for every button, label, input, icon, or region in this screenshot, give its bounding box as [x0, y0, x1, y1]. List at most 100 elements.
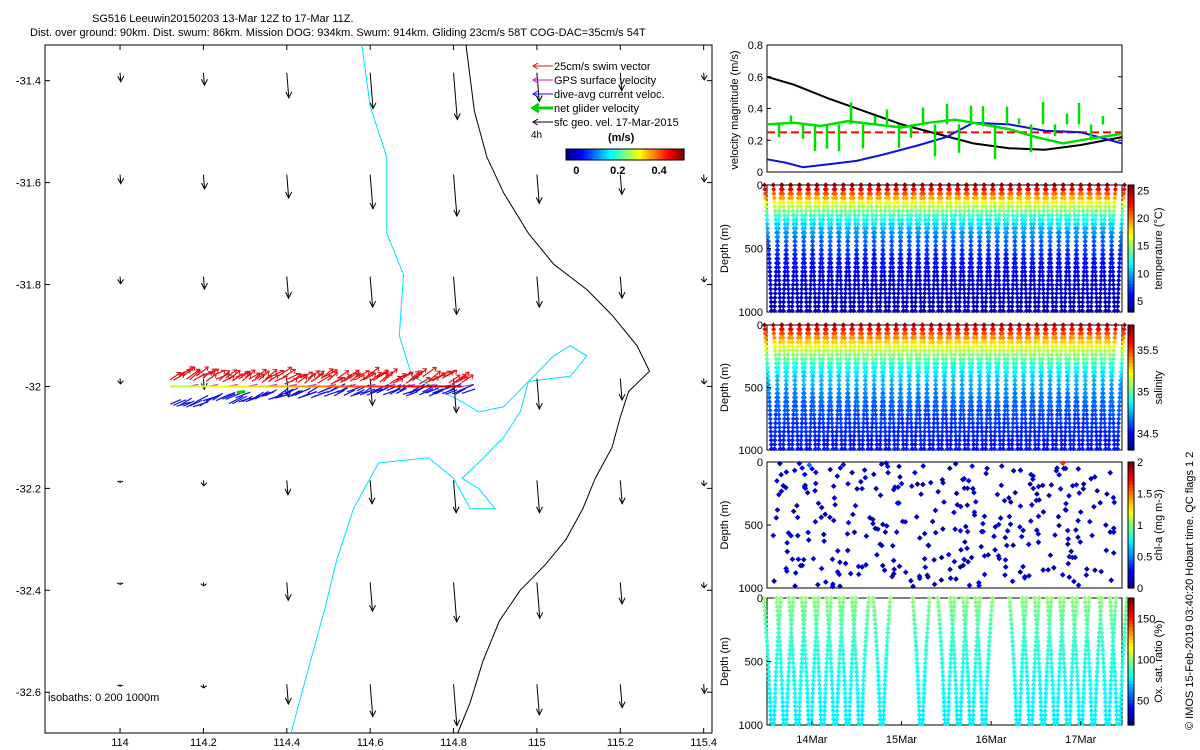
- dac-vector: [196, 394, 209, 403]
- temperature-point: [772, 303, 778, 309]
- dac-vector: [228, 395, 244, 405]
- dac-vector: [323, 390, 341, 397]
- colorbar-cell: [664, 149, 667, 160]
- temperature-point: [815, 195, 821, 201]
- temperature-point: [820, 277, 826, 283]
- velocity-axes-box: [766, 44, 1123, 173]
- temperature-point: [812, 286, 818, 292]
- velocity-ytick-label: 0: [757, 167, 763, 179]
- isobath-200m: [290, 44, 588, 734]
- dac-vector: [396, 387, 407, 394]
- temperature-point: [820, 212, 826, 218]
- temperature-point: [816, 295, 822, 301]
- temperature-point: [774, 238, 780, 244]
- temperature-point: [780, 195, 786, 201]
- colorbar-cell: [595, 149, 599, 160]
- temperature-point: [808, 273, 814, 279]
- legend-entry-gps: GPS surface velocity: [554, 75, 657, 87]
- map-ytick-label: -32.4: [16, 585, 41, 597]
- geo-vector-arrow: [201, 174, 209, 191]
- colorbar-cell: [607, 149, 610, 160]
- temperature-point: [812, 299, 818, 305]
- temperature-point: [819, 264, 826, 270]
- temperature-point: [772, 286, 778, 292]
- temperature-point: [818, 238, 824, 244]
- temperature-point: [786, 195, 792, 201]
- temperature-point: [771, 186, 777, 192]
- dac-vector: [225, 392, 241, 401]
- swim-vector: [251, 373, 265, 382]
- geo-vector-arrow: [369, 72, 377, 110]
- swim-vector: [340, 374, 353, 383]
- dac-vector: [284, 387, 298, 395]
- temperature-point: [788, 182, 794, 188]
- temperature-point: [777, 295, 783, 301]
- colorbar-cell: [648, 149, 652, 160]
- temperature-point: [776, 269, 782, 275]
- geo-vector-arrow: [200, 480, 208, 487]
- temperature-point: [837, 221, 843, 227]
- map-xtick-label: 114.2: [190, 737, 217, 749]
- temperature-point: [783, 234, 789, 240]
- temperature-ytick-label: 1000: [739, 307, 763, 319]
- dac-vector: [317, 387, 330, 394]
- colorbar-cell: [593, 149, 597, 160]
- velocity-ytick-label: 0.4: [748, 104, 763, 116]
- legend-gps-marker: [532, 76, 553, 84]
- temperature-point: [784, 256, 790, 262]
- temperature-point: [782, 217, 788, 223]
- temperature-point: [795, 303, 801, 309]
- swim-vector: [268, 374, 279, 383]
- colorbar-cell: [581, 149, 585, 160]
- temperature-point: [794, 286, 800, 292]
- temperature-point: [821, 299, 827, 305]
- colorbar-cell: [575, 149, 579, 160]
- colorbar-cell: [577, 149, 581, 160]
- swim-vector: [422, 366, 437, 378]
- colorbar-cell: [611, 149, 614, 160]
- temperature-point: [820, 282, 826, 288]
- geo-vector-arrow: [284, 480, 292, 496]
- dac-vector: [435, 386, 449, 395]
- temperature-point: [765, 234, 771, 240]
- temperature-point: [824, 303, 830, 309]
- colorbar-cell: [630, 149, 634, 160]
- map-xtick-label: 114.4: [273, 737, 300, 749]
- temperature-point: [776, 286, 783, 292]
- temperature-point: [798, 303, 804, 309]
- temperature-point: [792, 247, 798, 253]
- dac-vector: [419, 388, 434, 396]
- geo-vector-arrow: [117, 174, 125, 185]
- temperature-point: [817, 221, 823, 227]
- geo-vector-arrow: [618, 378, 626, 402]
- temperature-point: [809, 230, 815, 236]
- temperature-point: [808, 221, 814, 227]
- map-ytick-label: -32: [25, 381, 41, 393]
- swim-vector: [300, 371, 314, 379]
- geo-vector-arrow: [368, 378, 376, 407]
- temperature-point: [789, 199, 795, 205]
- geo-vector-arrow: [117, 582, 124, 585]
- colorbar-cell: [567, 149, 571, 160]
- temperature-point: [799, 277, 805, 283]
- swim-vector: [287, 372, 301, 380]
- swim-vector: [274, 375, 288, 382]
- dac-vector: [169, 399, 182, 405]
- geo-vector-arrow: [618, 582, 626, 606]
- colorbar-cell: [672, 149, 675, 160]
- dac-vector: [274, 393, 291, 399]
- dac-vector: [353, 389, 365, 396]
- temperature-point: [812, 308, 818, 314]
- temperature-point: [798, 295, 804, 301]
- colorbar-cell: [597, 149, 601, 160]
- temperature-point: [776, 282, 782, 288]
- colorbar-cell: [652, 149, 656, 160]
- swim-vector: [284, 378, 298, 385]
- dac-vector: [461, 388, 476, 394]
- temperature-colorbar-tick-label: 20: [1137, 213, 1149, 225]
- temperature-point: [821, 295, 827, 301]
- temperature-point: [784, 260, 790, 266]
- temperature-point: [825, 282, 831, 288]
- temperature-point: [774, 243, 780, 249]
- geo-vector-arrow: [535, 174, 543, 205]
